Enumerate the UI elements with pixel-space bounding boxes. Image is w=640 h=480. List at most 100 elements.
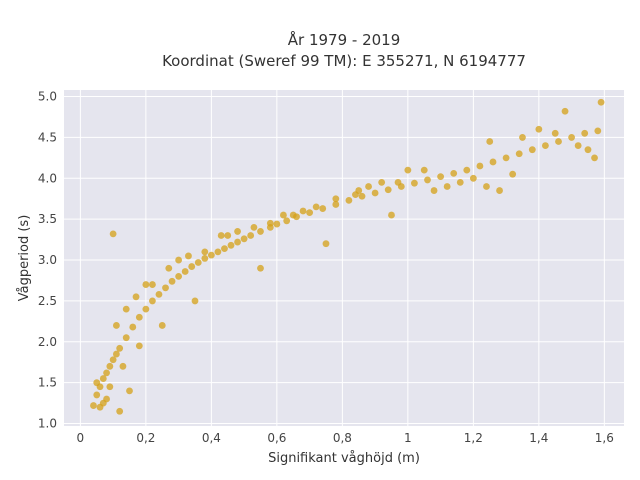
data-point <box>584 146 592 154</box>
data-point <box>116 407 124 415</box>
data-point <box>312 203 320 211</box>
data-point <box>450 169 458 177</box>
data-point <box>594 127 602 135</box>
data-point <box>126 387 133 395</box>
data-point <box>175 256 183 264</box>
x-tick-label: 0 <box>77 431 85 445</box>
data-point <box>591 154 598 162</box>
data-point <box>122 334 130 342</box>
data-point <box>597 98 605 106</box>
data-point <box>502 154 510 162</box>
x-tick-label: 0,4 <box>202 431 221 445</box>
data-point <box>93 379 101 387</box>
data-point <box>99 375 107 382</box>
data-point <box>581 129 589 137</box>
data-point <box>443 183 451 190</box>
data-point <box>247 232 255 239</box>
data-point <box>561 107 569 115</box>
data-point <box>227 241 235 249</box>
y-tick-label: 5.0 <box>38 90 57 104</box>
data-point <box>132 293 140 301</box>
x-tick-label: 0,6 <box>267 431 286 445</box>
data-point <box>394 178 402 186</box>
data-point <box>158 322 166 329</box>
data-point <box>266 219 274 227</box>
plot-area <box>64 90 624 426</box>
x-tick-labels: 0 0,2 0,4 0,6 0,8 1 1,2 1,4 1,6 <box>77 431 614 445</box>
data-point <box>106 383 114 391</box>
data-point <box>352 191 359 199</box>
data-point <box>250 223 258 231</box>
data-point <box>404 166 412 174</box>
y-tick-label: 1.0 <box>38 417 57 431</box>
data-point <box>188 263 196 270</box>
data-point <box>280 211 287 219</box>
data-point <box>496 187 503 194</box>
data-point <box>142 305 150 313</box>
data-point <box>542 142 549 149</box>
data-point <box>528 146 536 154</box>
data-point <box>411 179 418 187</box>
data-point <box>388 211 395 219</box>
data-point <box>430 187 438 194</box>
data-point <box>165 264 173 272</box>
data-point <box>135 342 143 350</box>
data-point <box>463 166 471 174</box>
data-point <box>378 178 386 186</box>
x-tick-label: 1,2 <box>464 431 483 445</box>
y-tick-label: 2.5 <box>38 294 57 308</box>
x-tick-label: 0,2 <box>136 431 155 445</box>
data-point <box>103 369 110 377</box>
data-point <box>109 230 117 238</box>
y-tick-label: 4.5 <box>38 130 57 144</box>
x-axis-title: Signifikant våghöjd (m) <box>268 451 420 466</box>
data-point <box>109 356 117 364</box>
data-point <box>535 125 543 133</box>
data-point <box>332 195 340 203</box>
data-point <box>365 183 372 190</box>
data-point <box>129 323 137 331</box>
data-point <box>420 166 428 174</box>
data-point <box>555 138 562 145</box>
data-point <box>149 297 156 305</box>
data-point <box>201 255 209 262</box>
y-tick-label: 3.0 <box>38 253 57 267</box>
y-tick-label: 4.0 <box>38 171 57 185</box>
data-point <box>345 196 353 204</box>
data-point <box>175 272 183 280</box>
data-point <box>207 251 215 259</box>
data-point <box>322 240 330 248</box>
data-point <box>332 201 340 208</box>
data-point <box>273 220 281 228</box>
data-point <box>201 248 209 256</box>
data-point <box>240 235 248 243</box>
grid-lines <box>64 90 624 426</box>
chart-subtitle: Koordinat (Sweref 99 TM): E 355271, N 61… <box>162 52 526 70</box>
data-point <box>456 178 464 186</box>
data-point <box>486 138 494 145</box>
data-point <box>289 211 297 219</box>
data-point <box>162 284 169 292</box>
data-point <box>568 134 576 141</box>
data-point <box>106 362 114 370</box>
data-point <box>469 174 477 182</box>
data-point <box>96 403 104 411</box>
data-point <box>283 217 291 225</box>
data-point <box>234 228 241 235</box>
data-point <box>119 362 127 370</box>
y-tick-label: 3.5 <box>38 212 57 226</box>
data-point <box>257 264 264 272</box>
data-point <box>306 209 314 217</box>
y-tick-label: 1.5 <box>38 376 57 390</box>
data-point <box>224 232 232 239</box>
data-point <box>483 183 490 190</box>
data-point <box>194 259 202 266</box>
data-point <box>112 350 120 358</box>
data-point <box>181 268 189 275</box>
data-point <box>384 186 392 194</box>
data-point <box>191 297 199 305</box>
data-point <box>135 313 143 321</box>
data-point <box>185 252 192 260</box>
y-tick-label: 2.0 <box>38 335 57 349</box>
